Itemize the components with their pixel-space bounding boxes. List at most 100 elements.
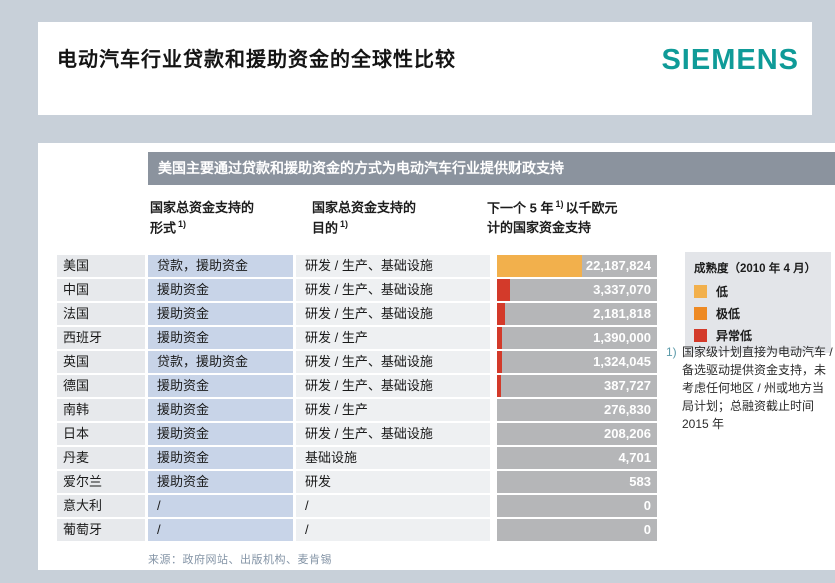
funding-value: 1,390,000 [593,330,651,345]
funding-bar-cell: 0 [497,495,657,517]
country-cell: 西班牙 [57,327,145,349]
legend-label: 低 [716,285,729,299]
column-header-purpose-line1: 国家总资金支持的 [312,200,417,215]
funding-bar-cell: 1,324,045 [497,351,657,373]
column-header-purpose: 国家总资金支持的 目的 1) [312,198,477,239]
purpose-cell: 研发 / 生产、基础设施 [296,255,490,277]
legend-title: 成熟度（2010 年 4 月） [694,263,817,275]
form-cell: / [148,519,293,541]
column-header-funding-pre: 下一个 5 年 [487,200,554,216]
legend-label: 极低 [716,307,741,321]
table-row: 葡萄牙 //0 [57,519,657,541]
legend-items: 低极低 异常低 [694,283,822,344]
funding-bar [497,375,501,397]
legend-label: 异常低 [716,329,753,343]
table-row: 丹麦 援助资金 基础设施 4,701 [57,447,657,469]
footnote: 1) 国家级计划直接为电动汽车 / 备选驱动提供资金支持，未考虑任何地区 / 州… [666,343,835,433]
column-header-funding-post: 以千欧元 [565,200,618,216]
funding-bar-cell: 0 [497,519,657,541]
funding-bar-cell: 208,206 [497,423,657,445]
footnote-marker: 1) [666,345,677,359]
country-cell: 德国 [57,375,145,397]
title-bar: 电动汽车行业贷款和援助资金的全球性比较 SIEMENS [38,22,812,115]
column-header-form-line2: 形式 [150,220,177,236]
country-cell: 南韩 [57,399,145,421]
purpose-cell: / [296,519,490,541]
funding-bar [497,255,582,277]
purpose-cell: 研发 / 生产 [296,399,490,421]
key-message-banner: 美国主要通过贷款和援助资金的方式为电动汽车行业提供财政支持 [148,152,835,185]
funding-bar-cell: 3,337,070 [497,279,657,301]
form-cell: 援助资金 [148,279,293,301]
country-cell: 意大利 [57,495,145,517]
purpose-cell: 研发 / 生产、基础设施 [296,303,490,325]
table-row: 南韩 援助资金 研发 / 生产 276,830 [57,399,657,421]
table-row: 意大利 //0 [57,495,657,517]
legend-item: 异常低 [694,327,822,344]
column-header-funding: 下一个 5 年 1) 以千欧元 计的国家资金支持 [487,198,672,239]
funding-bar [497,327,502,349]
form-cell: 援助资金 [148,303,293,325]
form-cell: / [148,495,293,517]
funding-bar [497,279,510,301]
table-row: 西班牙 援助资金 研发 / 生产 1,390,000 [57,327,657,349]
purpose-cell: 研发 / 生产 [296,327,490,349]
form-cell: 援助资金 [148,375,293,397]
column-header-form: 国家总资金支持的 形式 1) [150,198,300,239]
footnote-ref-icon: 1) [178,219,187,230]
funding-value: 0 [643,522,651,537]
legend-item: 极低 [694,305,822,322]
form-cell: 贷款，援助资金 [148,255,293,277]
column-header-form-line1: 国家总资金支持的 [150,200,255,215]
funding-value: 2,181,818 [593,306,651,321]
country-cell: 美国 [57,255,145,277]
country-cell: 英国 [57,351,145,373]
purpose-cell: 研发 / 生产、基础设施 [296,375,490,397]
funding-bar-cell: 387,727 [497,375,657,397]
country-cell: 葡萄牙 [57,519,145,541]
siemens-logo: SIEMENS [661,44,799,76]
funding-value: 276,830 [604,402,651,417]
maturity-swatch-icon [694,329,707,342]
form-cell: 援助资金 [148,399,293,421]
funding-bar-cell: 276,830 [497,399,657,421]
funding-bar [497,303,505,325]
funding-bar-cell: 2,181,818 [497,303,657,325]
table-row: 美国 贷款，援助资金 研发 / 生产、基础设施 22,187,824 [57,255,657,277]
funding-bar-cell: 22,187,824 [497,255,657,277]
funding-value: 387,727 [604,378,651,393]
footnote-ref-icon: 1) [340,219,349,230]
maturity-swatch-icon [694,307,707,320]
table-row: 法国 援助资金 研发 / 生产、基础设施 2,181,818 [57,303,657,325]
funding-table: 美国 贷款，援助资金 研发 / 生产、基础设施 22,187,824 中国 援助资金 研发 … [57,255,657,543]
funding-value: 3,337,070 [593,282,651,297]
funding-value: 4,701 [618,450,651,465]
content-area: 美国主要通过贷款和援助资金的方式为电动汽车行业提供财政支持 国家总资金支持的 形… [38,143,835,570]
funding-value: 1,324,045 [593,354,651,369]
form-cell: 援助资金 [148,423,293,445]
purpose-cell: / [296,495,490,517]
purpose-cell: 基础设施 [296,447,490,469]
funding-value: 208,206 [604,426,651,441]
table-row: 中国 援助资金 研发 / 生产、基础设施 3,337,070 [57,279,657,301]
footnote-ref-icon: 1) [555,199,564,209]
form-cell: 援助资金 [148,471,293,493]
purpose-cell: 研发 [296,471,490,493]
funding-value: 0 [643,498,651,513]
table-row: 爱尔兰 援助资金 研发 583 [57,471,657,493]
source-note: 来源：政府网站、出版机构、麦肯锡 [148,554,332,566]
funding-bar-cell: 4,701 [497,447,657,469]
funding-bar [497,351,502,373]
maturity-legend: 成熟度（2010 年 4 月） 低极低异常低 [685,252,831,353]
country-cell: 中国 [57,279,145,301]
column-header-purpose-line2: 目的 [312,220,339,236]
maturity-swatch-icon [694,285,707,298]
country-cell: 爱尔兰 [57,471,145,493]
country-cell: 丹麦 [57,447,145,469]
purpose-cell: 研发 / 生产、基础设施 [296,351,490,373]
purpose-cell: 研发 / 生产、基础设施 [296,423,490,445]
legend-item: 低 [694,283,822,300]
table-row: 日本 援助资金 研发 / 生产、基础设施 208,206 [57,423,657,445]
form-cell: 援助资金 [148,327,293,349]
